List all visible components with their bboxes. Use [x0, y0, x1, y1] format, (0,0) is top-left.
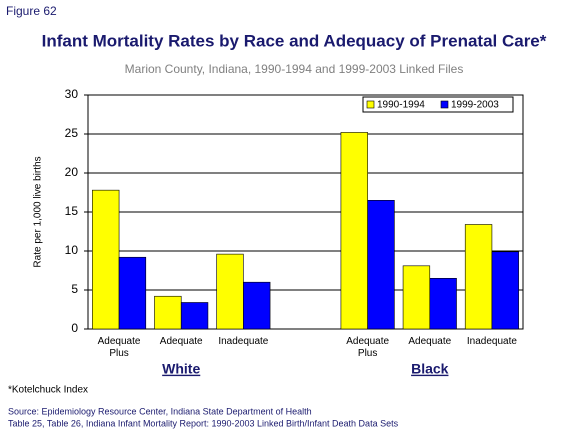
- source: Table 25, Table 26, Indiana Infant Morta…: [8, 418, 399, 428]
- legend-label: 1990-1994: [377, 100, 425, 111]
- bar: [491, 251, 519, 330]
- group-label: Black: [411, 361, 449, 377]
- bar: [402, 265, 431, 330]
- bar: [180, 302, 209, 330]
- x-tick-label: Inadequate: [466, 336, 517, 347]
- source: Source: Epidemiology Resource Center, In…: [8, 406, 312, 416]
- chart-subtitle: Marion County, Indiana, 1990-1994 and 19…: [125, 62, 464, 76]
- bar: [216, 253, 244, 330]
- bar: [367, 200, 395, 330]
- x-tick-label: Adequate: [408, 336, 452, 347]
- y-tick-label: 25: [65, 126, 79, 140]
- bar: [92, 189, 120, 330]
- x-tick-label: Adequate: [159, 336, 203, 347]
- legend-box: [362, 96, 514, 113]
- bar: [154, 295, 182, 330]
- y-tick-label: 5: [71, 282, 78, 296]
- y-tick-label: 20: [65, 165, 79, 179]
- legend-label: 1999-2003: [451, 100, 499, 111]
- y-tick-label: 15: [65, 204, 79, 218]
- x-tick-label: Adequate Plus: [97, 336, 141, 359]
- x-tick-label: Adequate Plus: [346, 336, 390, 359]
- group-label: White: [162, 361, 200, 377]
- x-tick-label: Inadequate: [218, 336, 269, 347]
- bar: [340, 132, 368, 330]
- legend-swatch: [366, 100, 375, 109]
- y-axis-label: Rate per 1,000 live births: [33, 156, 44, 267]
- y-tick-label: 10: [65, 243, 79, 257]
- bar: [243, 281, 271, 330]
- bar: [464, 224, 493, 330]
- y-tick-label: 0: [71, 321, 78, 335]
- y-tick-label: 30: [65, 87, 79, 101]
- footnote: *Kotelchuck Index: [8, 385, 88, 396]
- bar: [118, 256, 147, 330]
- bar: [429, 277, 457, 330]
- legend-swatch: [440, 100, 449, 109]
- chart-title: Infant Mortality Rates by Race and Adequ…: [42, 31, 547, 50]
- figure-label: Figure 62: [6, 4, 57, 18]
